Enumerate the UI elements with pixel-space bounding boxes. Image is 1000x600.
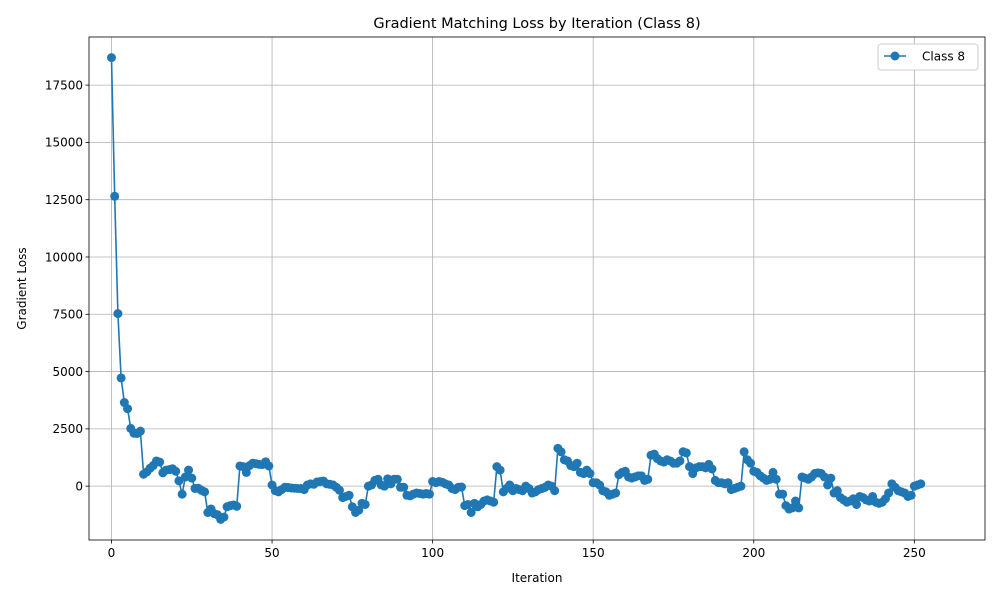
x-tick-label: 50 <box>264 546 279 560</box>
data-point <box>550 486 560 496</box>
data-point <box>852 499 862 509</box>
series-layer <box>106 53 926 524</box>
data-point <box>771 474 781 484</box>
data-point <box>200 487 210 497</box>
data-point <box>884 488 894 498</box>
data-point <box>171 466 181 476</box>
x-tick-label: 200 <box>742 546 765 560</box>
data-point <box>155 457 165 467</box>
legend: Class 8 <box>877 43 979 71</box>
data-point <box>768 467 778 477</box>
data-point <box>264 461 274 471</box>
data-point <box>219 512 229 522</box>
data-point <box>916 479 926 489</box>
data-point <box>794 503 804 513</box>
data-point <box>681 448 691 458</box>
data-point <box>135 426 145 436</box>
data-point <box>424 489 434 499</box>
data-point <box>826 473 836 483</box>
plot-frame <box>88 36 986 541</box>
data-point <box>832 486 842 496</box>
data-point <box>123 404 133 414</box>
legend-box <box>877 43 979 71</box>
y-tick-label: 10000 <box>45 250 83 264</box>
data-point <box>184 465 194 475</box>
data-point <box>187 473 197 483</box>
data-point <box>736 481 746 491</box>
data-point <box>675 456 685 466</box>
data-point <box>823 480 833 490</box>
data-point <box>360 499 370 509</box>
data-point <box>611 488 621 498</box>
y-tick-label: 0 <box>75 479 83 493</box>
y-tick-label: 5000 <box>52 365 83 379</box>
data-point <box>723 478 733 488</box>
legend-marker-swatch <box>890 51 900 61</box>
y-axis: 0 2500 5000 7500 10000 12500 15000 17500 <box>45 78 89 493</box>
data-point <box>791 496 801 506</box>
x-tick-label: 100 <box>421 546 444 560</box>
y-tick-label: 15000 <box>45 136 83 150</box>
grid <box>89 37 985 540</box>
data-point <box>707 464 717 474</box>
data-point <box>110 191 120 201</box>
plot-area <box>89 37 985 540</box>
y-axis-title: Gradient Loss <box>15 247 29 329</box>
y-tick-label: 12500 <box>45 193 83 207</box>
data-point <box>739 447 749 457</box>
data-point <box>334 485 344 495</box>
y-tick-label: 2500 <box>52 422 83 436</box>
data-point <box>466 508 476 517</box>
x-tick-label: 150 <box>582 546 605 560</box>
chart-title: Gradient Matching Loss by Iteration (Cla… <box>373 16 700 32</box>
data-point <box>572 458 582 468</box>
x-axis-title: Iteration <box>512 571 563 585</box>
data-point <box>232 501 242 511</box>
data-point <box>457 482 467 492</box>
data-point <box>344 490 354 500</box>
data-point <box>787 503 797 513</box>
data-point <box>906 490 916 500</box>
data-point <box>765 474 775 484</box>
data-point <box>556 447 566 457</box>
data-point <box>489 497 499 507</box>
data-point <box>106 53 116 63</box>
data-point <box>585 469 595 479</box>
x-tick-label: 250 <box>903 546 926 560</box>
data-point <box>495 465 505 475</box>
data-point <box>354 505 364 515</box>
x-tick-label: 0 <box>108 546 116 560</box>
data-point <box>778 489 788 499</box>
data-point <box>399 482 409 492</box>
data-point <box>392 474 402 484</box>
data-point <box>746 458 756 468</box>
data-point <box>643 474 653 484</box>
y-tick-label: 17500 <box>45 78 83 92</box>
data-point <box>177 489 187 499</box>
x-axis: 0 50 100 150 200 250 <box>108 540 926 560</box>
data-point <box>241 467 251 477</box>
legend-label: Class 8 <box>922 50 965 64</box>
data-point <box>113 309 123 319</box>
data-point <box>116 373 126 383</box>
y-tick-label: 7500 <box>52 308 83 322</box>
